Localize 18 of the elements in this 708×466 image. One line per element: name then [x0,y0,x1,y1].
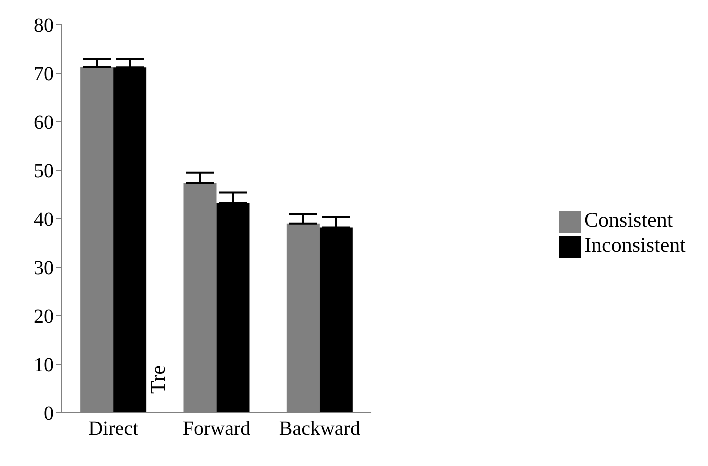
y-tick-label: 50 [34,160,54,183]
bar [216,202,250,413]
x-tick-label: Direct [88,418,140,440]
y-tick-label: 0 [44,403,54,426]
bar [320,228,353,413]
legend-label: Inconsistent [584,233,686,257]
x-tick-label: Forward [182,418,251,440]
y-tick-label: 80 [34,15,54,38]
x-tick-label: Backward [279,418,360,440]
legend-label: Consistent [584,208,674,232]
y-tick-label: 30 [34,258,54,280]
y-tick-label: 20 [34,306,54,328]
bar [114,68,147,413]
y-tick-label: 70 [34,64,54,86]
y-tick-label: 60 [34,112,54,134]
y-tick-label: 40 [34,209,54,232]
annotation: Tre [146,366,171,394]
y-tick-label: 10 [34,354,54,377]
